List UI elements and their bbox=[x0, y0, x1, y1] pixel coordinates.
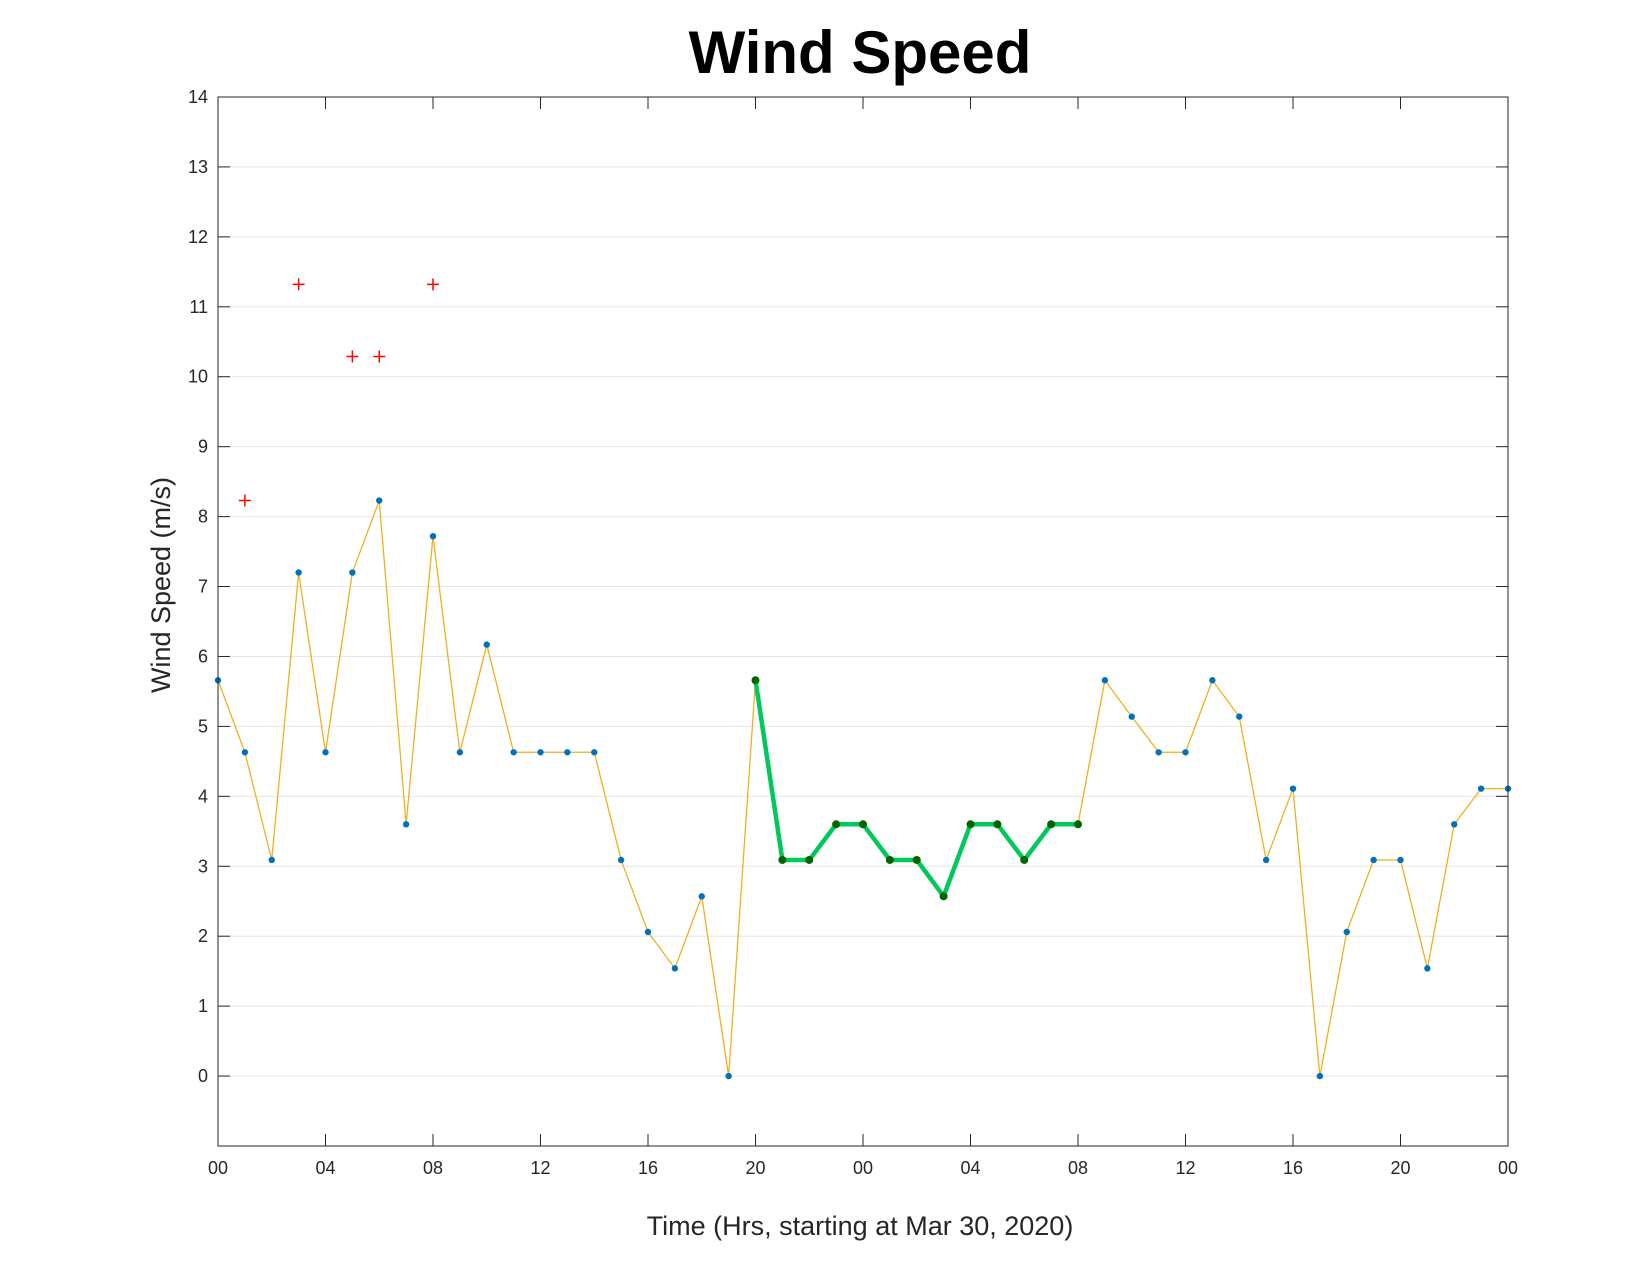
y-tick-label: 0 bbox=[198, 1066, 208, 1086]
data-point bbox=[429, 532, 437, 540]
y-tick-label: 11 bbox=[189, 297, 208, 317]
x-tick-label: 00 bbox=[1498, 1158, 1518, 1178]
x-tick-label: 20 bbox=[745, 1158, 765, 1178]
y-tick-label: 1 bbox=[198, 996, 208, 1016]
x-tick-label: 16 bbox=[638, 1158, 658, 1178]
highlight-point bbox=[751, 676, 760, 685]
y-axis-label: Wind Speed (m/s) bbox=[146, 477, 176, 693]
y-tick-label: 9 bbox=[198, 437, 208, 457]
data-point bbox=[456, 749, 464, 756]
data-point bbox=[1316, 1072, 1324, 1080]
data-point bbox=[376, 497, 383, 504]
outlier-marker bbox=[238, 494, 251, 507]
x-tick-label: 04 bbox=[315, 1158, 335, 1178]
data-point bbox=[1477, 785, 1485, 792]
y-tick-label: 14 bbox=[188, 87, 208, 107]
x-tick-label: 12 bbox=[1175, 1158, 1195, 1178]
data-point bbox=[725, 1072, 732, 1080]
data-point bbox=[1262, 856, 1270, 864]
data-point bbox=[1209, 677, 1216, 684]
data-point bbox=[698, 893, 705, 900]
x-tick-label: 00 bbox=[208, 1158, 228, 1178]
x-tick-label: 04 bbox=[960, 1158, 980, 1178]
y-tick-label: 13 bbox=[188, 157, 208, 177]
data-point bbox=[1128, 713, 1135, 720]
highlight-point bbox=[1074, 820, 1082, 829]
data-point bbox=[241, 749, 249, 756]
data-point bbox=[1424, 965, 1431, 972]
data-point bbox=[1370, 856, 1377, 864]
outlier-marker bbox=[427, 278, 439, 291]
data-point bbox=[1397, 856, 1404, 864]
gridlines bbox=[218, 96, 1508, 1077]
data-point bbox=[537, 749, 544, 756]
highlight-point bbox=[993, 820, 1002, 829]
x-tick-label: 16 bbox=[1283, 1158, 1303, 1178]
data-point bbox=[349, 569, 356, 576]
outlier-marker bbox=[292, 278, 305, 291]
highlight-point bbox=[832, 820, 841, 829]
x-tick-label: 20 bbox=[1390, 1158, 1410, 1178]
data-point bbox=[402, 821, 410, 828]
plot-area bbox=[214, 278, 1512, 1080]
data-point bbox=[268, 856, 275, 864]
y-tick-label: 12 bbox=[188, 227, 208, 247]
data-point bbox=[483, 641, 490, 648]
data-point bbox=[1155, 749, 1162, 756]
data-point bbox=[564, 749, 571, 756]
highlight-point bbox=[1047, 820, 1056, 829]
chart-title: Wind Speed bbox=[689, 19, 1032, 86]
data-point bbox=[295, 569, 302, 576]
outlier-marker bbox=[373, 350, 386, 363]
y-tick-label: 4 bbox=[198, 786, 208, 806]
y-tick-label: 5 bbox=[198, 716, 208, 736]
x-tick-label: 08 bbox=[423, 1158, 443, 1178]
data-point bbox=[1182, 749, 1189, 756]
data-point bbox=[1101, 677, 1109, 684]
data-point bbox=[591, 749, 598, 756]
highlight-point bbox=[805, 855, 814, 864]
highlight-point bbox=[778, 855, 787, 864]
highlight-point bbox=[966, 820, 975, 829]
data-point bbox=[1451, 821, 1458, 828]
data-point bbox=[322, 749, 329, 756]
y-tick-label: 3 bbox=[198, 856, 208, 876]
x-axis-label: Time (Hrs, starting at Mar 30, 2020) bbox=[647, 1211, 1074, 1241]
highlight-point bbox=[912, 855, 921, 864]
data-point bbox=[1343, 928, 1350, 936]
data-point bbox=[617, 856, 625, 864]
highlight-point bbox=[1020, 855, 1029, 864]
data-point bbox=[671, 965, 679, 972]
y-tick-label: 10 bbox=[188, 367, 208, 387]
data-point bbox=[510, 749, 517, 756]
data-point bbox=[1236, 713, 1243, 720]
data-point bbox=[644, 928, 652, 936]
x-tick-label: 08 bbox=[1068, 1158, 1088, 1178]
y-tick-label: 7 bbox=[198, 577, 208, 597]
x-tick-label: 00 bbox=[853, 1158, 873, 1178]
highlight-point bbox=[859, 820, 867, 829]
y-tick-label: 8 bbox=[198, 507, 208, 527]
axes-frame bbox=[217, 96, 1509, 1147]
y-tick-label: 2 bbox=[198, 926, 208, 946]
y-tick-label: 6 bbox=[198, 646, 208, 666]
highlight-point bbox=[939, 892, 948, 901]
highlight-point bbox=[885, 855, 894, 864]
x-tick-label: 12 bbox=[530, 1158, 550, 1178]
outlier-marker bbox=[346, 350, 359, 363]
data-point bbox=[1289, 785, 1297, 792]
